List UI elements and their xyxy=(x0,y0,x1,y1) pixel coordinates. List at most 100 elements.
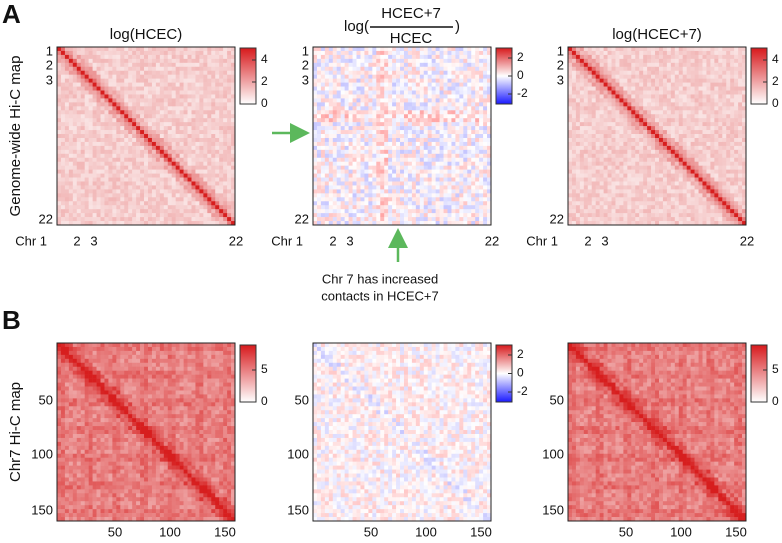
heatmap-cell xyxy=(199,209,204,214)
heatmap-cell xyxy=(151,205,157,210)
heatmap-cell xyxy=(435,165,440,170)
x-tick-label: 2 xyxy=(329,233,336,248)
heatmap-cell xyxy=(120,149,125,155)
heatmap-cell xyxy=(187,54,192,60)
heatmap-cell xyxy=(431,145,436,151)
heatmap-cell xyxy=(207,126,212,131)
heatmap-cell xyxy=(328,165,334,170)
heatmap-cell xyxy=(72,201,78,206)
heatmap-cell xyxy=(575,86,581,91)
heatmap-cell xyxy=(392,78,397,83)
heatmap-cell xyxy=(120,90,125,95)
heatmap-cell xyxy=(467,74,472,79)
heatmap-cell xyxy=(147,177,153,182)
heatmap-cell xyxy=(615,66,620,72)
heatmap-cell xyxy=(368,114,373,119)
heatmap-cell xyxy=(479,90,484,95)
heatmap-cell xyxy=(615,106,620,111)
heatmap-cell xyxy=(167,102,173,107)
heatmap-cell xyxy=(475,62,480,68)
heatmap-cell xyxy=(479,141,484,147)
heatmap-cell xyxy=(479,149,484,155)
heatmap-cell xyxy=(171,54,176,60)
heatmap-cell xyxy=(80,86,85,91)
heatmap-cell xyxy=(348,209,353,214)
heatmap-cell xyxy=(136,134,141,139)
heatmap-cell xyxy=(575,54,581,60)
heatmap-cell xyxy=(352,50,357,56)
heatmap-cell xyxy=(360,197,365,202)
heatmap-cell xyxy=(128,118,133,123)
heatmap-cell xyxy=(475,189,480,194)
heatmap-cell xyxy=(475,98,480,103)
heatmap-cell xyxy=(639,110,644,115)
heatmap-cell xyxy=(722,78,727,83)
heatmap-cell xyxy=(96,189,101,194)
heatmap-cell xyxy=(372,106,377,111)
heatmap-cell xyxy=(364,126,369,131)
heatmap-cell xyxy=(320,118,326,123)
heatmap-cell xyxy=(132,47,137,52)
heatmap-cell xyxy=(175,209,180,214)
heatmap-cell xyxy=(392,98,397,103)
heatmap-cell xyxy=(459,47,464,52)
heatmap-cell xyxy=(227,149,232,155)
heatmap-cell xyxy=(674,118,680,123)
heatmap-cell xyxy=(451,62,456,68)
heatmap-cell xyxy=(60,62,66,68)
heatmap-cell xyxy=(658,74,664,79)
heatmap-cell xyxy=(627,114,632,119)
heatmap-cell xyxy=(332,177,338,182)
heatmap-cell xyxy=(57,70,62,75)
heatmap-cell xyxy=(678,106,684,111)
heatmap-cell xyxy=(384,58,389,64)
heatmap-cell xyxy=(340,165,345,170)
heatmap-cell xyxy=(411,94,417,99)
heatmap-cell xyxy=(471,47,476,52)
heatmap-cell xyxy=(411,106,417,111)
heatmap-cell xyxy=(167,62,173,68)
heatmap-cell xyxy=(479,169,484,174)
heatmap-cell xyxy=(403,122,409,127)
heatmap-cell xyxy=(623,47,628,52)
heatmap-cell xyxy=(144,126,149,131)
x-tick-label: Chr 1 xyxy=(15,233,47,248)
heatmap-cell xyxy=(678,110,684,115)
heatmap-cell xyxy=(211,122,216,127)
heatmap-cell xyxy=(384,98,389,103)
heatmap-cell xyxy=(336,134,341,139)
heatmap-cell xyxy=(403,126,409,131)
heatmap-cell xyxy=(104,114,109,119)
heatmap-cell xyxy=(611,70,616,75)
heatmap-cell xyxy=(706,106,711,111)
heatmap-cell xyxy=(571,78,577,83)
heatmap-cell xyxy=(407,165,413,170)
heatmap-cell xyxy=(742,118,747,123)
heatmap-cell xyxy=(227,86,232,91)
heatmap-cell xyxy=(151,213,157,218)
heatmap-cell xyxy=(384,189,389,194)
heatmap-cell xyxy=(128,122,133,127)
heatmap-cell xyxy=(403,161,409,166)
heatmap-cell xyxy=(320,213,326,218)
heatmap-cell xyxy=(348,110,353,115)
heatmap-cell xyxy=(84,181,89,186)
heatmap-cell xyxy=(423,98,429,103)
heatmap xyxy=(57,47,236,226)
heatmap-cell xyxy=(80,66,85,72)
heatmap-cell xyxy=(674,70,680,75)
heatmap-cell xyxy=(726,118,731,123)
heatmap-cell xyxy=(171,185,176,190)
heatmap-cell xyxy=(403,98,409,103)
heatmap-cell xyxy=(483,181,488,186)
heatmap-cell xyxy=(380,153,385,159)
heatmap-cell xyxy=(104,134,109,139)
heatmap-cell xyxy=(155,201,161,206)
heatmap-cell xyxy=(352,165,357,170)
heatmap-cell xyxy=(678,62,684,68)
heatmap-cell xyxy=(392,118,397,123)
heatmap-cell xyxy=(403,181,409,186)
heatmap-cell xyxy=(419,90,425,95)
heatmap-cell xyxy=(144,98,149,103)
heatmap-cell xyxy=(376,126,381,131)
